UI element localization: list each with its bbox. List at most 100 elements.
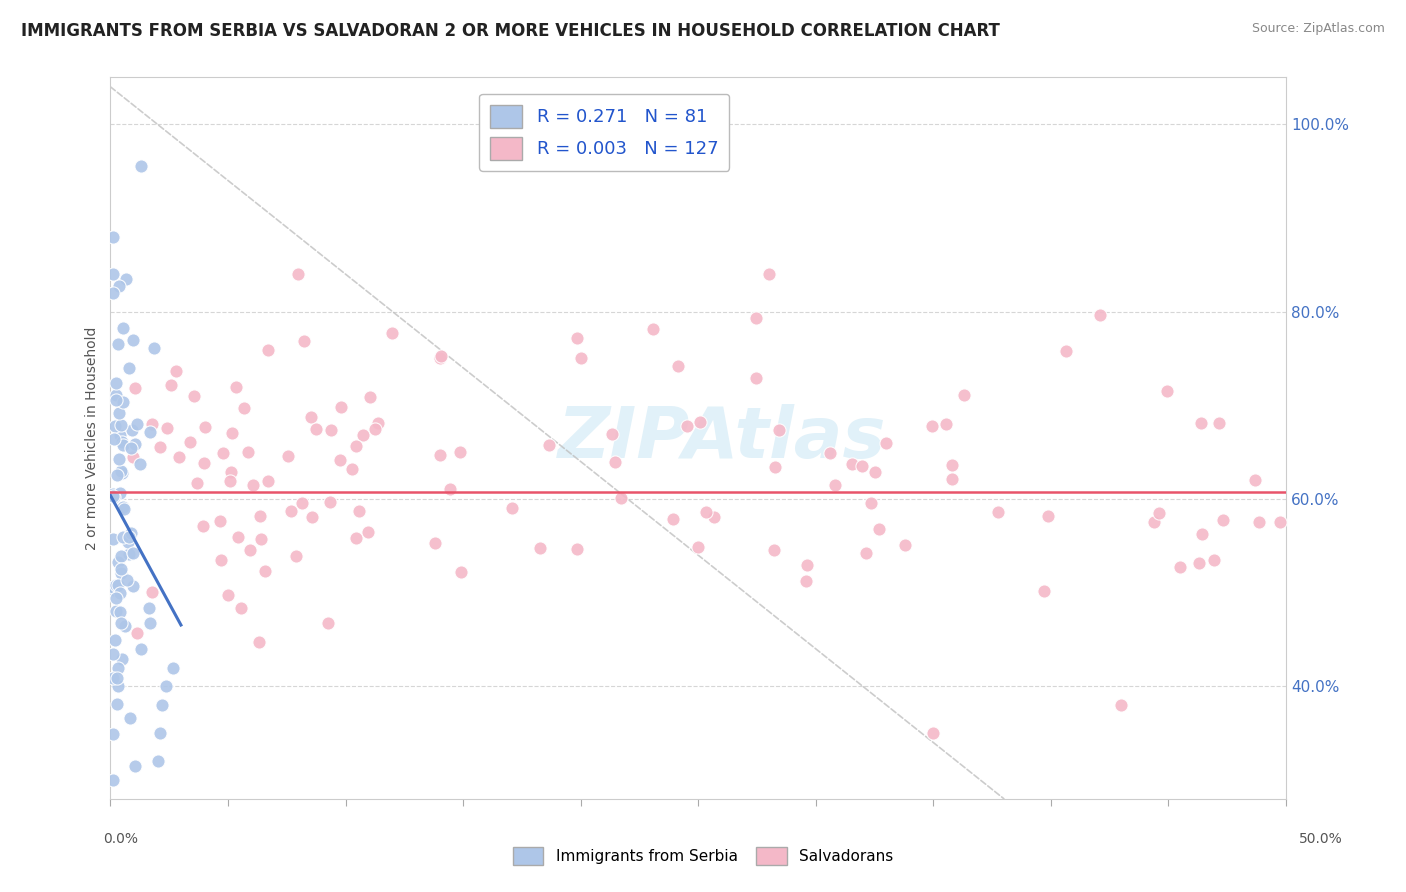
Point xyxy=(703,510,725,524)
Point xyxy=(107,661,129,675)
Point xyxy=(299,409,322,424)
Point xyxy=(277,449,299,463)
Text: ZIPAtlas: ZIPAtlas xyxy=(557,403,886,473)
Point xyxy=(114,271,136,285)
Point xyxy=(666,359,689,373)
Point xyxy=(256,475,278,489)
Point xyxy=(305,423,328,437)
Point xyxy=(851,458,873,473)
Point xyxy=(139,615,162,630)
Point xyxy=(242,478,264,492)
Point xyxy=(450,565,472,579)
Point xyxy=(167,450,190,465)
Point xyxy=(841,457,863,471)
Point xyxy=(110,464,132,478)
Point xyxy=(107,555,129,569)
Point xyxy=(254,565,277,579)
Point xyxy=(921,419,943,434)
Text: 50.0%: 50.0% xyxy=(1299,832,1343,846)
Point xyxy=(1054,343,1077,358)
Point xyxy=(1168,560,1191,574)
Point xyxy=(818,446,841,460)
Point xyxy=(429,448,451,462)
Point xyxy=(162,660,184,674)
Point xyxy=(155,679,177,693)
Point xyxy=(1191,526,1213,541)
Point xyxy=(641,322,664,336)
Point xyxy=(122,579,145,593)
Point xyxy=(114,619,136,633)
Point xyxy=(146,754,169,768)
Legend: R = 0.271   N = 81, R = 0.003   N = 127: R = 0.271 N = 81, R = 0.003 N = 127 xyxy=(479,94,730,170)
Point xyxy=(249,509,271,524)
Point xyxy=(758,267,780,281)
Point xyxy=(141,417,163,431)
Point xyxy=(101,229,124,244)
Point xyxy=(129,160,152,174)
Point xyxy=(218,474,240,488)
Point xyxy=(319,495,342,509)
Point xyxy=(108,585,131,599)
Point xyxy=(121,546,143,560)
Point xyxy=(183,388,205,402)
Point xyxy=(610,491,633,505)
Point xyxy=(115,573,138,587)
Point xyxy=(221,426,243,441)
Point xyxy=(107,679,129,693)
Point xyxy=(108,278,131,293)
Point xyxy=(111,434,134,449)
Point xyxy=(439,482,461,496)
Point xyxy=(1143,515,1166,529)
Point xyxy=(247,634,270,648)
Point xyxy=(232,401,254,415)
Point xyxy=(1204,553,1226,567)
Point xyxy=(860,496,883,510)
Point xyxy=(108,428,131,442)
Point xyxy=(212,445,235,459)
Text: IMMIGRANTS FROM SERBIA VS SALVADORAN 2 OR MORE VEHICLES IN HOUSEHOLD CORRELATION: IMMIGRANTS FROM SERBIA VS SALVADORAN 2 O… xyxy=(21,22,1000,40)
Point xyxy=(329,452,352,467)
Point xyxy=(863,465,886,479)
Point xyxy=(101,488,124,502)
Point xyxy=(695,505,717,519)
Point xyxy=(538,437,561,451)
Point xyxy=(101,285,124,300)
Point xyxy=(118,530,141,544)
Point xyxy=(430,349,453,363)
Point xyxy=(110,566,132,580)
Point xyxy=(208,514,231,528)
Point xyxy=(602,427,624,442)
Point xyxy=(340,461,363,475)
Point xyxy=(191,519,214,533)
Point xyxy=(104,578,127,592)
Point xyxy=(103,432,125,446)
Point xyxy=(987,505,1010,519)
Point xyxy=(1189,417,1212,431)
Point xyxy=(127,417,149,431)
Point xyxy=(112,320,135,334)
Point xyxy=(745,311,768,326)
Point xyxy=(953,388,976,402)
Point xyxy=(110,485,132,500)
Point xyxy=(108,406,131,420)
Point xyxy=(423,535,446,549)
Point xyxy=(292,334,315,348)
Point xyxy=(159,377,181,392)
Point xyxy=(111,530,134,544)
Point xyxy=(357,525,380,540)
Point xyxy=(256,343,278,357)
Point xyxy=(103,582,125,597)
Point xyxy=(104,418,127,433)
Point xyxy=(125,626,148,640)
Point xyxy=(280,504,302,518)
Point xyxy=(186,476,208,491)
Point xyxy=(179,435,201,450)
Point xyxy=(149,726,172,740)
Point xyxy=(367,416,389,430)
Point xyxy=(101,580,124,594)
Point xyxy=(686,540,709,554)
Point xyxy=(165,364,187,378)
Point xyxy=(236,445,259,459)
Point xyxy=(1149,506,1171,520)
Point xyxy=(138,600,160,615)
